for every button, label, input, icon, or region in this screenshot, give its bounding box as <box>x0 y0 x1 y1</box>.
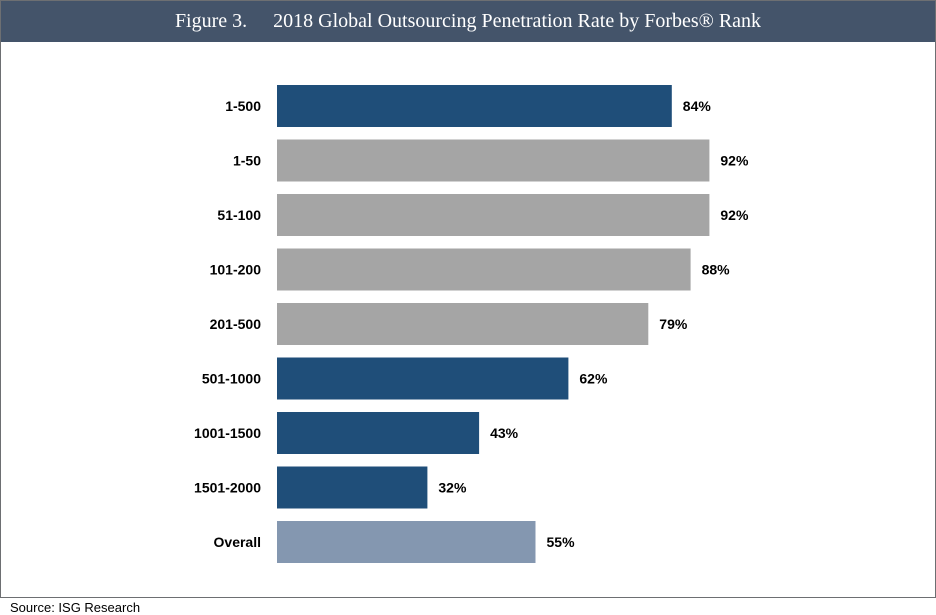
title-bar: Figure 3. 2018 Global Outsourcing Penetr… <box>1 1 935 42</box>
data-label: 79% <box>659 316 688 332</box>
category-label: 201-500 <box>210 316 262 332</box>
source-note: Source: ISG Research <box>10 600 141 615</box>
bar <box>277 139 710 182</box>
bar <box>277 466 428 509</box>
bar <box>277 194 710 236</box>
category-label: 1001-1500 <box>194 425 261 441</box>
bar <box>277 412 480 454</box>
figure-label: Figure 3. <box>174 10 248 32</box>
data-label: 62% <box>579 371 608 387</box>
category-label: 101-200 <box>210 262 262 278</box>
category-label: Overall <box>214 534 261 550</box>
category-label: 1501-2000 <box>194 480 261 496</box>
bar <box>277 357 569 400</box>
bar <box>277 85 672 127</box>
category-label: 501-1000 <box>202 371 261 387</box>
chart-title: 2018 Global Outsourcing Penetration Rate… <box>273 10 762 32</box>
data-label: 88% <box>702 262 731 278</box>
category-label: 1-500 <box>225 98 261 114</box>
data-label: 55% <box>547 534 576 550</box>
bar <box>277 303 649 345</box>
category-label: 51-100 <box>217 207 261 223</box>
category-label: 1-50 <box>233 153 261 169</box>
bar-chart: 1-500 84% 1-50 92% 51-100 92% 101-200 88% 201-50… <box>194 85 749 563</box>
data-label: 32% <box>438 480 467 496</box>
data-label: 84% <box>683 98 712 114</box>
data-label: 43% <box>490 425 519 441</box>
bar <box>277 521 536 563</box>
data-label: 92% <box>720 207 749 223</box>
figure-frame: Figure 3. 2018 Global Outsourcing Penetr… <box>0 0 936 598</box>
bar <box>277 248 691 291</box>
data-label: 92% <box>720 153 749 169</box>
